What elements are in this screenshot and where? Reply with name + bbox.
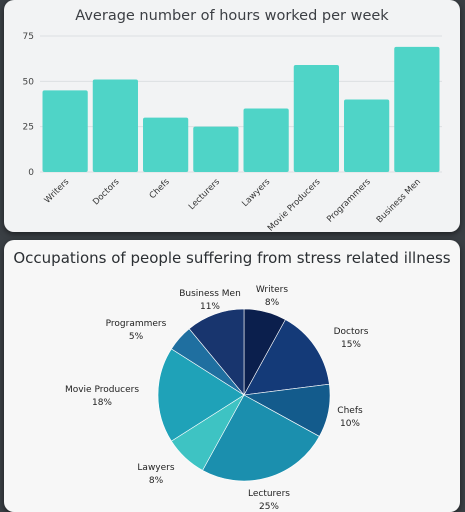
pie-label: Doctors (334, 327, 369, 337)
pie-slice-lecturers (202, 394, 320, 482)
pie-label: Chefs (337, 406, 363, 416)
x-tick-label: Chefs (148, 177, 172, 201)
x-tick-label: Programmers (325, 177, 373, 225)
pie-value-label: 10% (340, 419, 360, 429)
x-tick-label: Movie Producers (266, 177, 323, 232)
bar-chart: 0 25 50 75 Writers Doctors Chefs Lecturers Lawye… (23, 32, 442, 232)
pie-value-label: 8% (265, 298, 280, 308)
bar-programmers (344, 99, 390, 172)
bar-movie-producers (293, 65, 339, 172)
bar-business-men (394, 46, 440, 172)
pie-value-label: 15% (341, 340, 361, 350)
y-tick-label: 0 (28, 168, 34, 178)
x-tick-label: Writers (43, 177, 72, 206)
pie-slice-business-men (188, 308, 245, 396)
bar-lecturers (193, 126, 239, 172)
pie-value-label: 18% (92, 398, 112, 408)
x-tick-label: Business Men (375, 177, 423, 225)
y-tick-label: 75 (23, 32, 34, 42)
y-tick-label: 25 (23, 123, 34, 133)
pie-value-label: 11% (200, 302, 220, 312)
x-tick-label: Lecturers (187, 177, 223, 213)
x-tick-label: Doctors (91, 177, 122, 208)
x-tick-label: Lawyers (240, 177, 272, 209)
pie-chart-panel: Occupations of people suffering from str… (4, 240, 460, 512)
bar-chart-title: Average number of hours worked per week (75, 8, 389, 24)
pie-label: Movie Producers (65, 385, 139, 395)
pie-label: Lawyers (137, 463, 174, 473)
pie-chart-title: Occupations of people suffering from str… (13, 249, 451, 267)
bar-chart-panel: Average number of hours worked per week … (4, 0, 460, 232)
bar-lawyers (243, 108, 289, 172)
pie-value-label: 5% (129, 332, 144, 342)
pie-label: Business Men (179, 289, 241, 299)
y-tick-label: 50 (23, 77, 35, 87)
pie-value-label: 8% (149, 476, 164, 486)
pie-label: Writers (256, 285, 288, 295)
bar-chefs (143, 117, 189, 172)
pie-value-label: 25% (259, 502, 279, 512)
bar-doctors (92, 79, 138, 172)
pie-label: Programmers (106, 319, 167, 329)
pie-chart: Writers 8% Doctors 15% Chefs 10% Lecturers 25% L… (65, 285, 369, 512)
pie-slice-doctors (243, 319, 330, 396)
bar-writers (42, 90, 88, 172)
pie-slice-movie-producers (157, 348, 245, 442)
pie-label: Lecturers (248, 489, 290, 499)
